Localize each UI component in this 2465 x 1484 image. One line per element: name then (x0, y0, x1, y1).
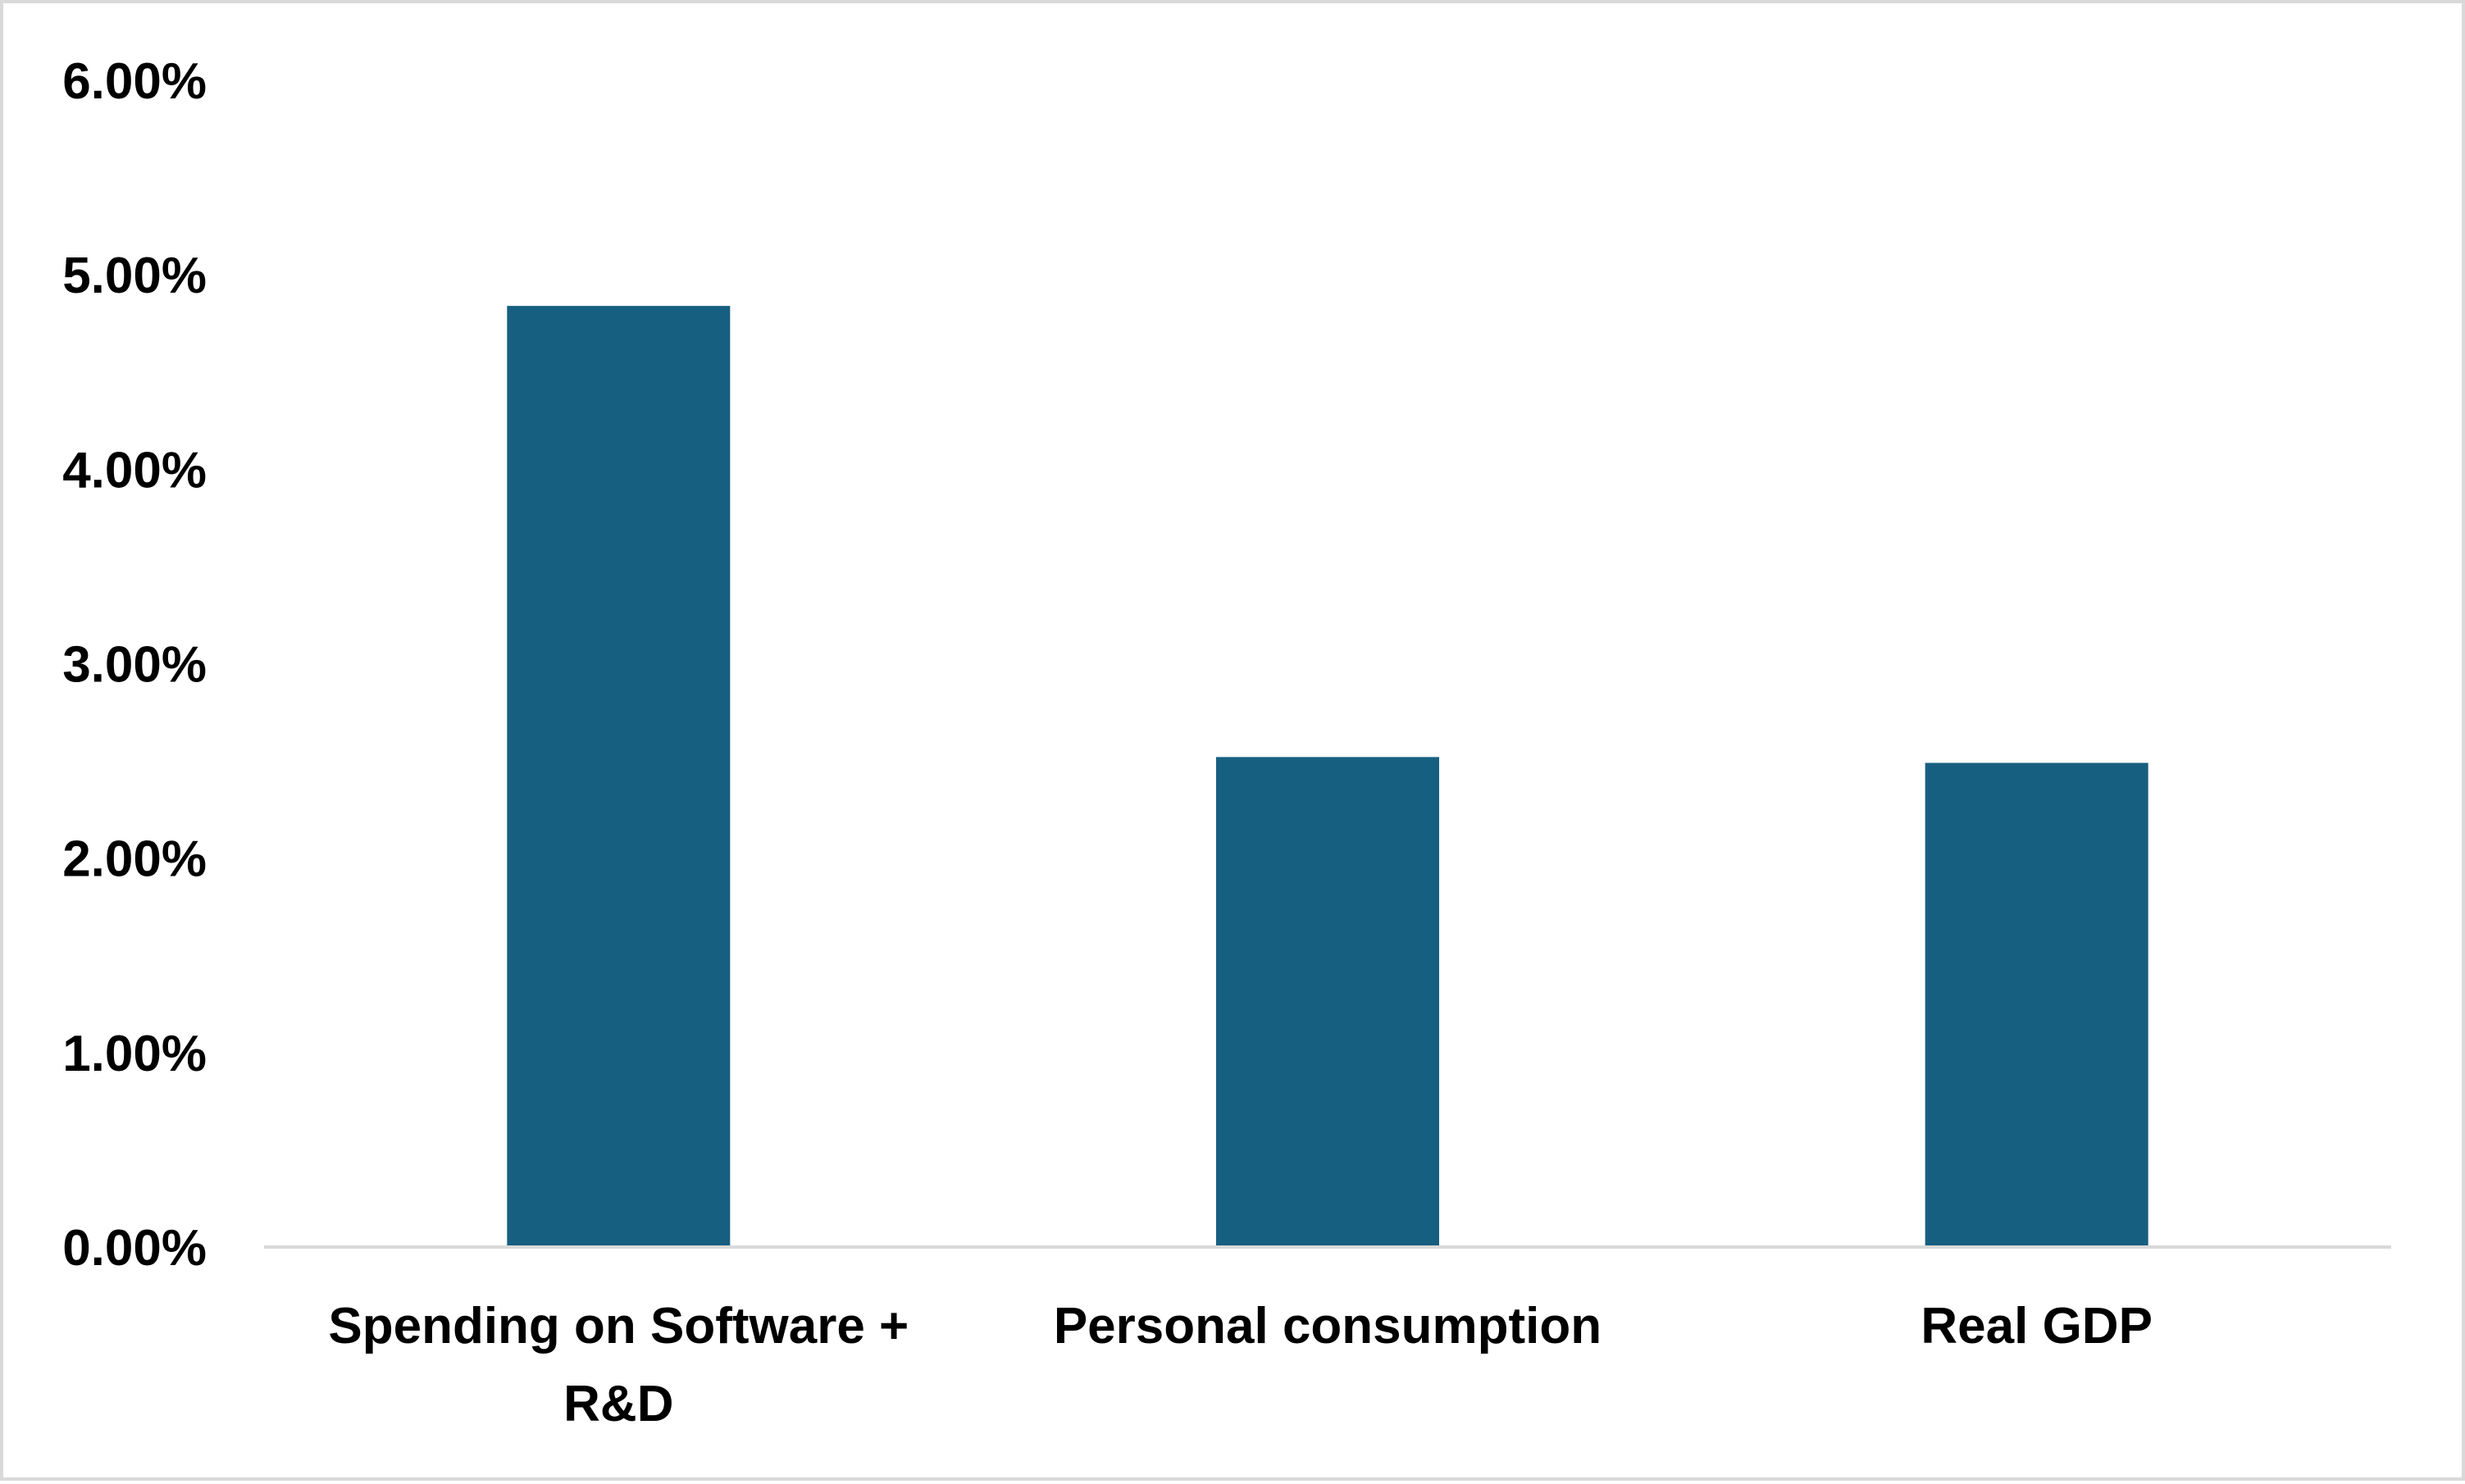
bar (507, 306, 731, 1248)
x-category-label: Personal consumption (1054, 1298, 1602, 1354)
x-axis-category-labels: Spending on Software + R&D Personal consum… (328, 1298, 2153, 1432)
bar-chart: 0.00% 1.00% 2.00% 3.00% 4.00% 5.00% 6.00% Spen… (62, 53, 2391, 1432)
x-category-label: R&D (563, 1376, 673, 1432)
bar (1925, 762, 2148, 1247)
y-tick-label: 6.00% (62, 53, 207, 110)
y-tick-label: 0.00% (62, 1220, 207, 1277)
y-tick-label: 5.00% (62, 248, 207, 304)
y-tick-label: 3.00% (62, 637, 207, 694)
x-category-label: Spending on Software + (328, 1298, 909, 1354)
y-tick-label: 4.00% (62, 442, 207, 498)
bar (1216, 757, 1439, 1247)
y-axis-tick-labels: 0.00% 1.00% 2.00% 3.00% 4.00% 5.00% 6.00% (62, 53, 207, 1277)
y-tick-label: 2.00% (62, 831, 207, 888)
y-tick-label: 1.00% (62, 1026, 207, 1082)
x-category-label: Real GDP (1921, 1298, 2153, 1354)
bars (507, 306, 2148, 1248)
